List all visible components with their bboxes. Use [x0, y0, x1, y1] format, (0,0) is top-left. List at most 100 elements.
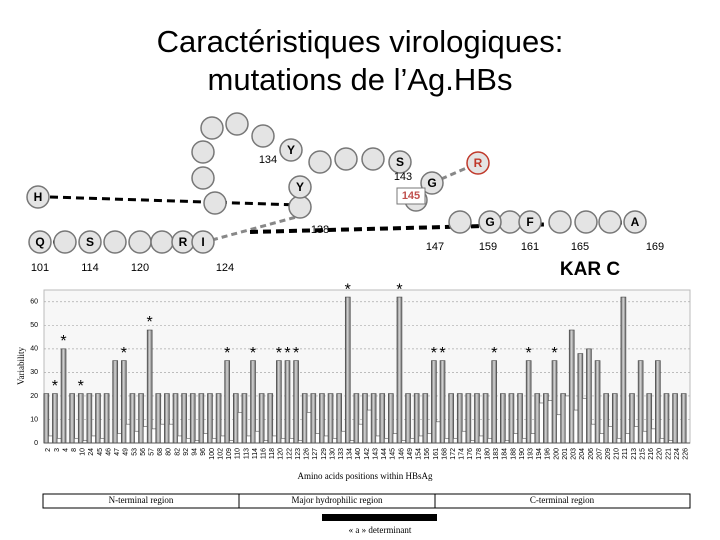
residue-circle [128, 230, 152, 254]
variability-bar [655, 360, 661, 444]
residue-label: Y [296, 180, 304, 194]
variability-bar [86, 393, 93, 444]
residue-circle [103, 230, 127, 254]
variability-bar [353, 393, 360, 444]
connector [211, 214, 301, 242]
x-tick-label: 56 [140, 448, 147, 456]
residue-label: S [86, 235, 94, 249]
x-tick-label: 118 [269, 448, 276, 459]
position-label: 101 [31, 262, 49, 274]
position-label: 114 [81, 262, 99, 274]
variability-bar [629, 393, 635, 444]
variability-bar [172, 393, 179, 444]
variability-bar [129, 393, 136, 444]
x-tick-label: 224 [674, 448, 681, 460]
annotation: * [439, 345, 445, 362]
residue-circle [53, 230, 77, 254]
position-label: 165 [571, 241, 589, 253]
variability-bar [215, 393, 222, 444]
variability-bar [448, 393, 454, 444]
position-label: 120 [131, 262, 149, 274]
variability-bar [431, 360, 437, 444]
variability-bar [60, 348, 67, 444]
x-tick-label: 211 [622, 448, 629, 459]
variability-bar [181, 393, 187, 444]
annotation: * [491, 345, 497, 362]
x-tick-label: 209 [605, 448, 612, 460]
variability-bar [586, 348, 592, 444]
variability-bar [594, 360, 601, 444]
x-tick-label: 8 [71, 448, 78, 452]
residue-circle [574, 210, 598, 234]
variability-bar [284, 360, 291, 444]
variability-bar [344, 296, 351, 444]
annotation: * [345, 281, 351, 298]
x-tick-label: 194 [536, 448, 543, 460]
variability-bar [413, 393, 420, 444]
position-label: 161 [521, 241, 539, 253]
residue-label: S [396, 155, 404, 169]
x-tick-label: 53 [131, 448, 138, 456]
annotation: * [250, 345, 256, 362]
variability-bar [603, 393, 609, 444]
variability-bar [121, 360, 127, 444]
x-tick-label: 201 [562, 448, 569, 460]
x-tick-label: 200 [553, 448, 560, 460]
y-tick-label: 20 [30, 393, 38, 400]
variability-bar [52, 393, 58, 444]
title-line: Caractéristiques virologiques: [157, 24, 564, 59]
variability-bar [362, 393, 368, 444]
variability-bar [327, 393, 334, 444]
x-tick-label: 82 [174, 448, 181, 456]
variability-bar [525, 360, 532, 444]
residue-label: F [526, 215, 533, 229]
x-tick-label: 216 [648, 448, 655, 460]
residue-circle [26, 185, 50, 209]
variability-bar [250, 360, 256, 444]
x-tick-label: 172 [450, 448, 457, 460]
residue-circle [288, 175, 312, 199]
x-tick-label: 127 [312, 448, 319, 460]
residue-circle [288, 195, 312, 219]
x-tick-label: 210 [614, 448, 621, 460]
annotation: * [276, 345, 282, 362]
x-tick-label: 10 [80, 448, 87, 456]
residue-circle [279, 138, 303, 162]
residue-circle [78, 230, 102, 254]
x-tick-label: 100 [209, 448, 216, 460]
x-tick-label: 4 [62, 448, 69, 452]
residue-circle [200, 116, 224, 140]
x-tick-label: 145 [390, 448, 397, 460]
variability-bar [637, 360, 644, 444]
variability-bar [560, 393, 566, 444]
x-tick-label: 140 [355, 448, 362, 460]
residue-circle [28, 230, 52, 254]
position-label: 138 [311, 224, 329, 236]
x-tick-label: 96 [200, 448, 207, 456]
annotation: * [60, 333, 66, 350]
x-tick-label: 193 [527, 448, 534, 460]
x-tick-label: 134 [347, 448, 354, 460]
variability-bar [465, 393, 472, 444]
position-box [396, 187, 426, 205]
residue-circle [498, 210, 522, 234]
residue-label: A [631, 215, 640, 229]
x-tick-label: 206 [588, 448, 595, 460]
variability-bar [276, 360, 282, 444]
position-label: 134 [259, 154, 277, 166]
position-label: 145 [402, 190, 420, 202]
residue-circle [388, 150, 412, 174]
x-tick-label: 174 [459, 448, 466, 460]
x-tick-label: 122 [286, 448, 293, 460]
variability-bar [568, 329, 575, 444]
variability-bar [43, 393, 50, 444]
residue-circle [548, 210, 572, 234]
variability-bar [396, 296, 403, 444]
variability-bar [517, 393, 523, 444]
variability-bar [164, 393, 170, 444]
y-tick-label: 40 [30, 346, 38, 353]
x-tick-label: 126 [304, 448, 311, 460]
x-tick-label: 47 [114, 448, 121, 456]
